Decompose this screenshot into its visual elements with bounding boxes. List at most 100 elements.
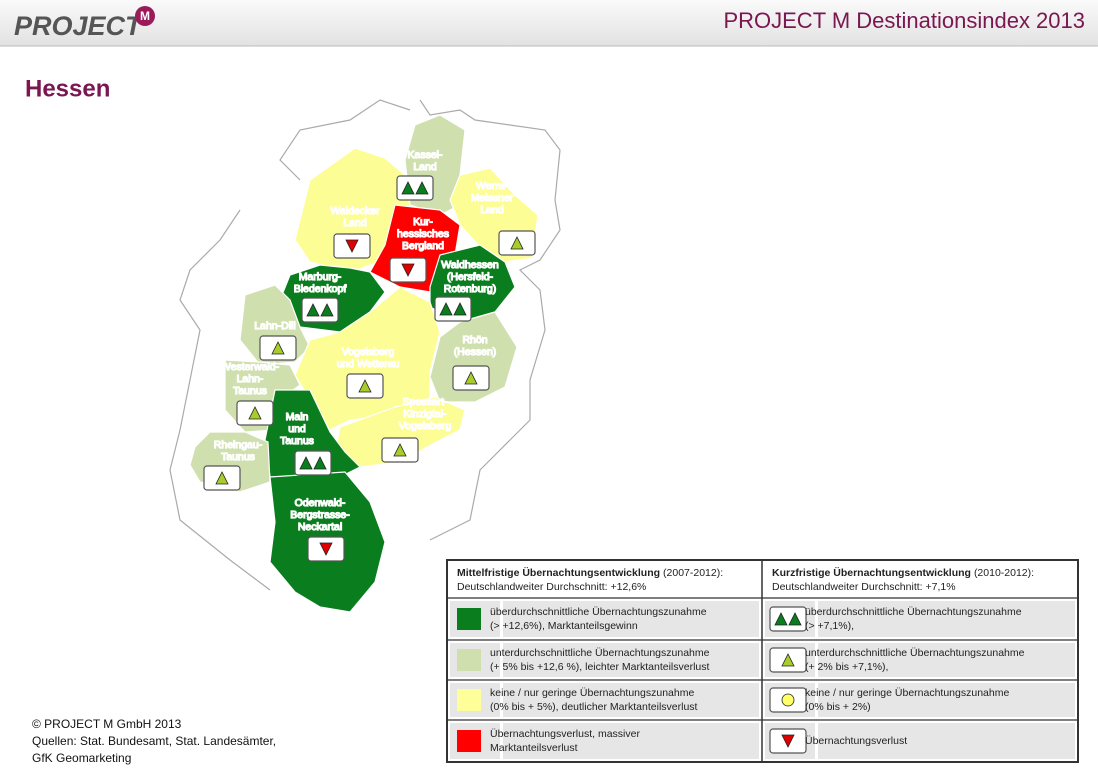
icon-triangle [401, 181, 415, 195]
icon-triangle [215, 471, 229, 485]
region-label: Westerwald- [221, 361, 280, 373]
map: Kassel-LandWaldeckerLandWerra-MeissnerLa… [169, 99, 561, 613]
legend-text: unterdurchschnittliche Übernachtungszuna… [805, 647, 1025, 659]
icon-triangle [439, 302, 453, 316]
legend-text: Übernachtungsverlust, massiver [490, 728, 640, 740]
region-label: Land [343, 217, 367, 229]
icon-triangle [510, 236, 524, 250]
legend-heading: Kurzfristige Übernachtungsentwicklung (20… [772, 566, 1034, 579]
region-label: Rhön [462, 334, 487, 346]
icon-triangle [358, 379, 372, 393]
legend-cell [818, 723, 1075, 759]
region-label: Taunus [280, 435, 314, 447]
icon-triangle [774, 612, 788, 626]
legend-text: (> +7,1%), [805, 620, 854, 632]
legend-text: Übernachtungsverlust [805, 735, 907, 747]
region-label: Taunus [233, 385, 267, 397]
region-label: Vogelsberg [399, 420, 452, 432]
icon-triangle [788, 612, 802, 626]
legend-text: überdurchschnittliche Übernachtungszunah… [490, 606, 707, 618]
legend-heading-bold: Kurzfristige Übernachtungsentwicklung [772, 566, 971, 579]
region-label: Kinzigtal- [403, 408, 447, 420]
icon-circle [781, 693, 795, 707]
legend-cell [503, 723, 759, 759]
logo-badge-circle [135, 6, 155, 26]
region-label: Odenwald- [295, 497, 346, 509]
legend-cell [503, 601, 759, 637]
icon-triangle [313, 456, 327, 470]
region [334, 396, 466, 468]
icon-box [294, 450, 332, 476]
icon-triangle [299, 456, 313, 470]
region-label: Waldhessen [441, 259, 499, 271]
icon-triangle [319, 542, 333, 556]
legend-text: (+ 2% bis +7,1%), [805, 661, 888, 673]
region-label: und [288, 423, 306, 435]
region-label: Kur- [413, 216, 433, 228]
icon-triangle [306, 303, 320, 317]
icon-triangle [453, 302, 467, 316]
legend-text: (0% bis + 2%) [805, 701, 871, 713]
region-label: und Wetterau [337, 358, 400, 370]
header-bar [0, 0, 1098, 46]
page-title: Hessen [25, 75, 110, 102]
region-label: Rotenburg) [444, 283, 497, 295]
legend-cell [818, 643, 1075, 677]
logo: PROJECT [14, 11, 144, 41]
legend: Mittelfristige Übernachtungsentwicklung(… [446, 559, 1079, 763]
icon-box [301, 297, 339, 323]
legend-text: keine / nur geringe Übernachtungszunahme [805, 687, 1009, 699]
icon-box [396, 175, 434, 201]
legend-text: (> +12,6%), Marktanteilsgewinn [490, 620, 638, 632]
icon-triangle [345, 239, 359, 253]
icon-box [434, 296, 472, 322]
icon-triangle [401, 263, 415, 277]
border-line [169, 209, 271, 591]
footer-line: Quellen: Stat. Bundesamt, Stat. Landesäm… [32, 734, 276, 748]
legend-cell [503, 643, 759, 677]
legend-swatch [457, 689, 481, 711]
legend-heading-period: (2007-2012): [663, 567, 723, 579]
region-label: Taunus [221, 451, 255, 463]
legend-cell [818, 601, 1075, 637]
border-line [419, 99, 561, 541]
region-label: Meissner [471, 192, 514, 204]
region-label: Land [413, 161, 437, 173]
icon-triangle [320, 303, 334, 317]
icon-triangle [248, 406, 262, 420]
legend-heading-period: (2010-2012): [974, 567, 1034, 579]
legend-swatch [457, 730, 481, 752]
region-label: Bergstrasse- [290, 509, 350, 521]
icon-triangle [271, 341, 285, 355]
icon-box [769, 606, 807, 632]
legend-text: Marktanteilsverlust [490, 742, 578, 754]
legend-text: (+ 5% bis +12,6 %), leichter Marktanteil… [490, 661, 710, 673]
icon-triangle [393, 443, 407, 457]
region-label: (Hersfeld- [447, 271, 494, 283]
icon-triangle [781, 734, 795, 748]
region-label: Biedenkopf [294, 283, 347, 295]
region-label: hessisches [397, 228, 449, 240]
region-label: Rheingau- [214, 439, 263, 451]
footer-line: © PROJECT M GmbH 2013 [32, 717, 182, 731]
region-label: Neckartal [298, 521, 342, 533]
region-label: Marburg- [299, 271, 342, 283]
region-label: Spessart- [403, 396, 448, 408]
legend-swatch [457, 608, 481, 630]
legend-heading-bold: Mittelfristige Übernachtungsentwicklung [457, 566, 660, 579]
region-label: Waldecker [330, 205, 380, 217]
region-label: Bergland [402, 240, 444, 252]
legend-heading: Mittelfristige Übernachtungsentwicklung(… [457, 566, 723, 579]
region-label: Lahn- [237, 373, 264, 385]
icon-triangle [415, 181, 429, 195]
region [429, 311, 518, 403]
legend-cell [818, 683, 1075, 717]
footer-line: GfK Geomarketing [32, 751, 131, 765]
header-title: PROJECT M Destinationsindex 2013 [723, 8, 1085, 33]
legend-text: überdurchschnittliche Übernachtungszunah… [805, 606, 1022, 618]
region-label: Main [286, 411, 309, 423]
region-label: Kassel- [407, 149, 443, 161]
legend-cell [503, 683, 759, 717]
icon-triangle [464, 371, 478, 385]
